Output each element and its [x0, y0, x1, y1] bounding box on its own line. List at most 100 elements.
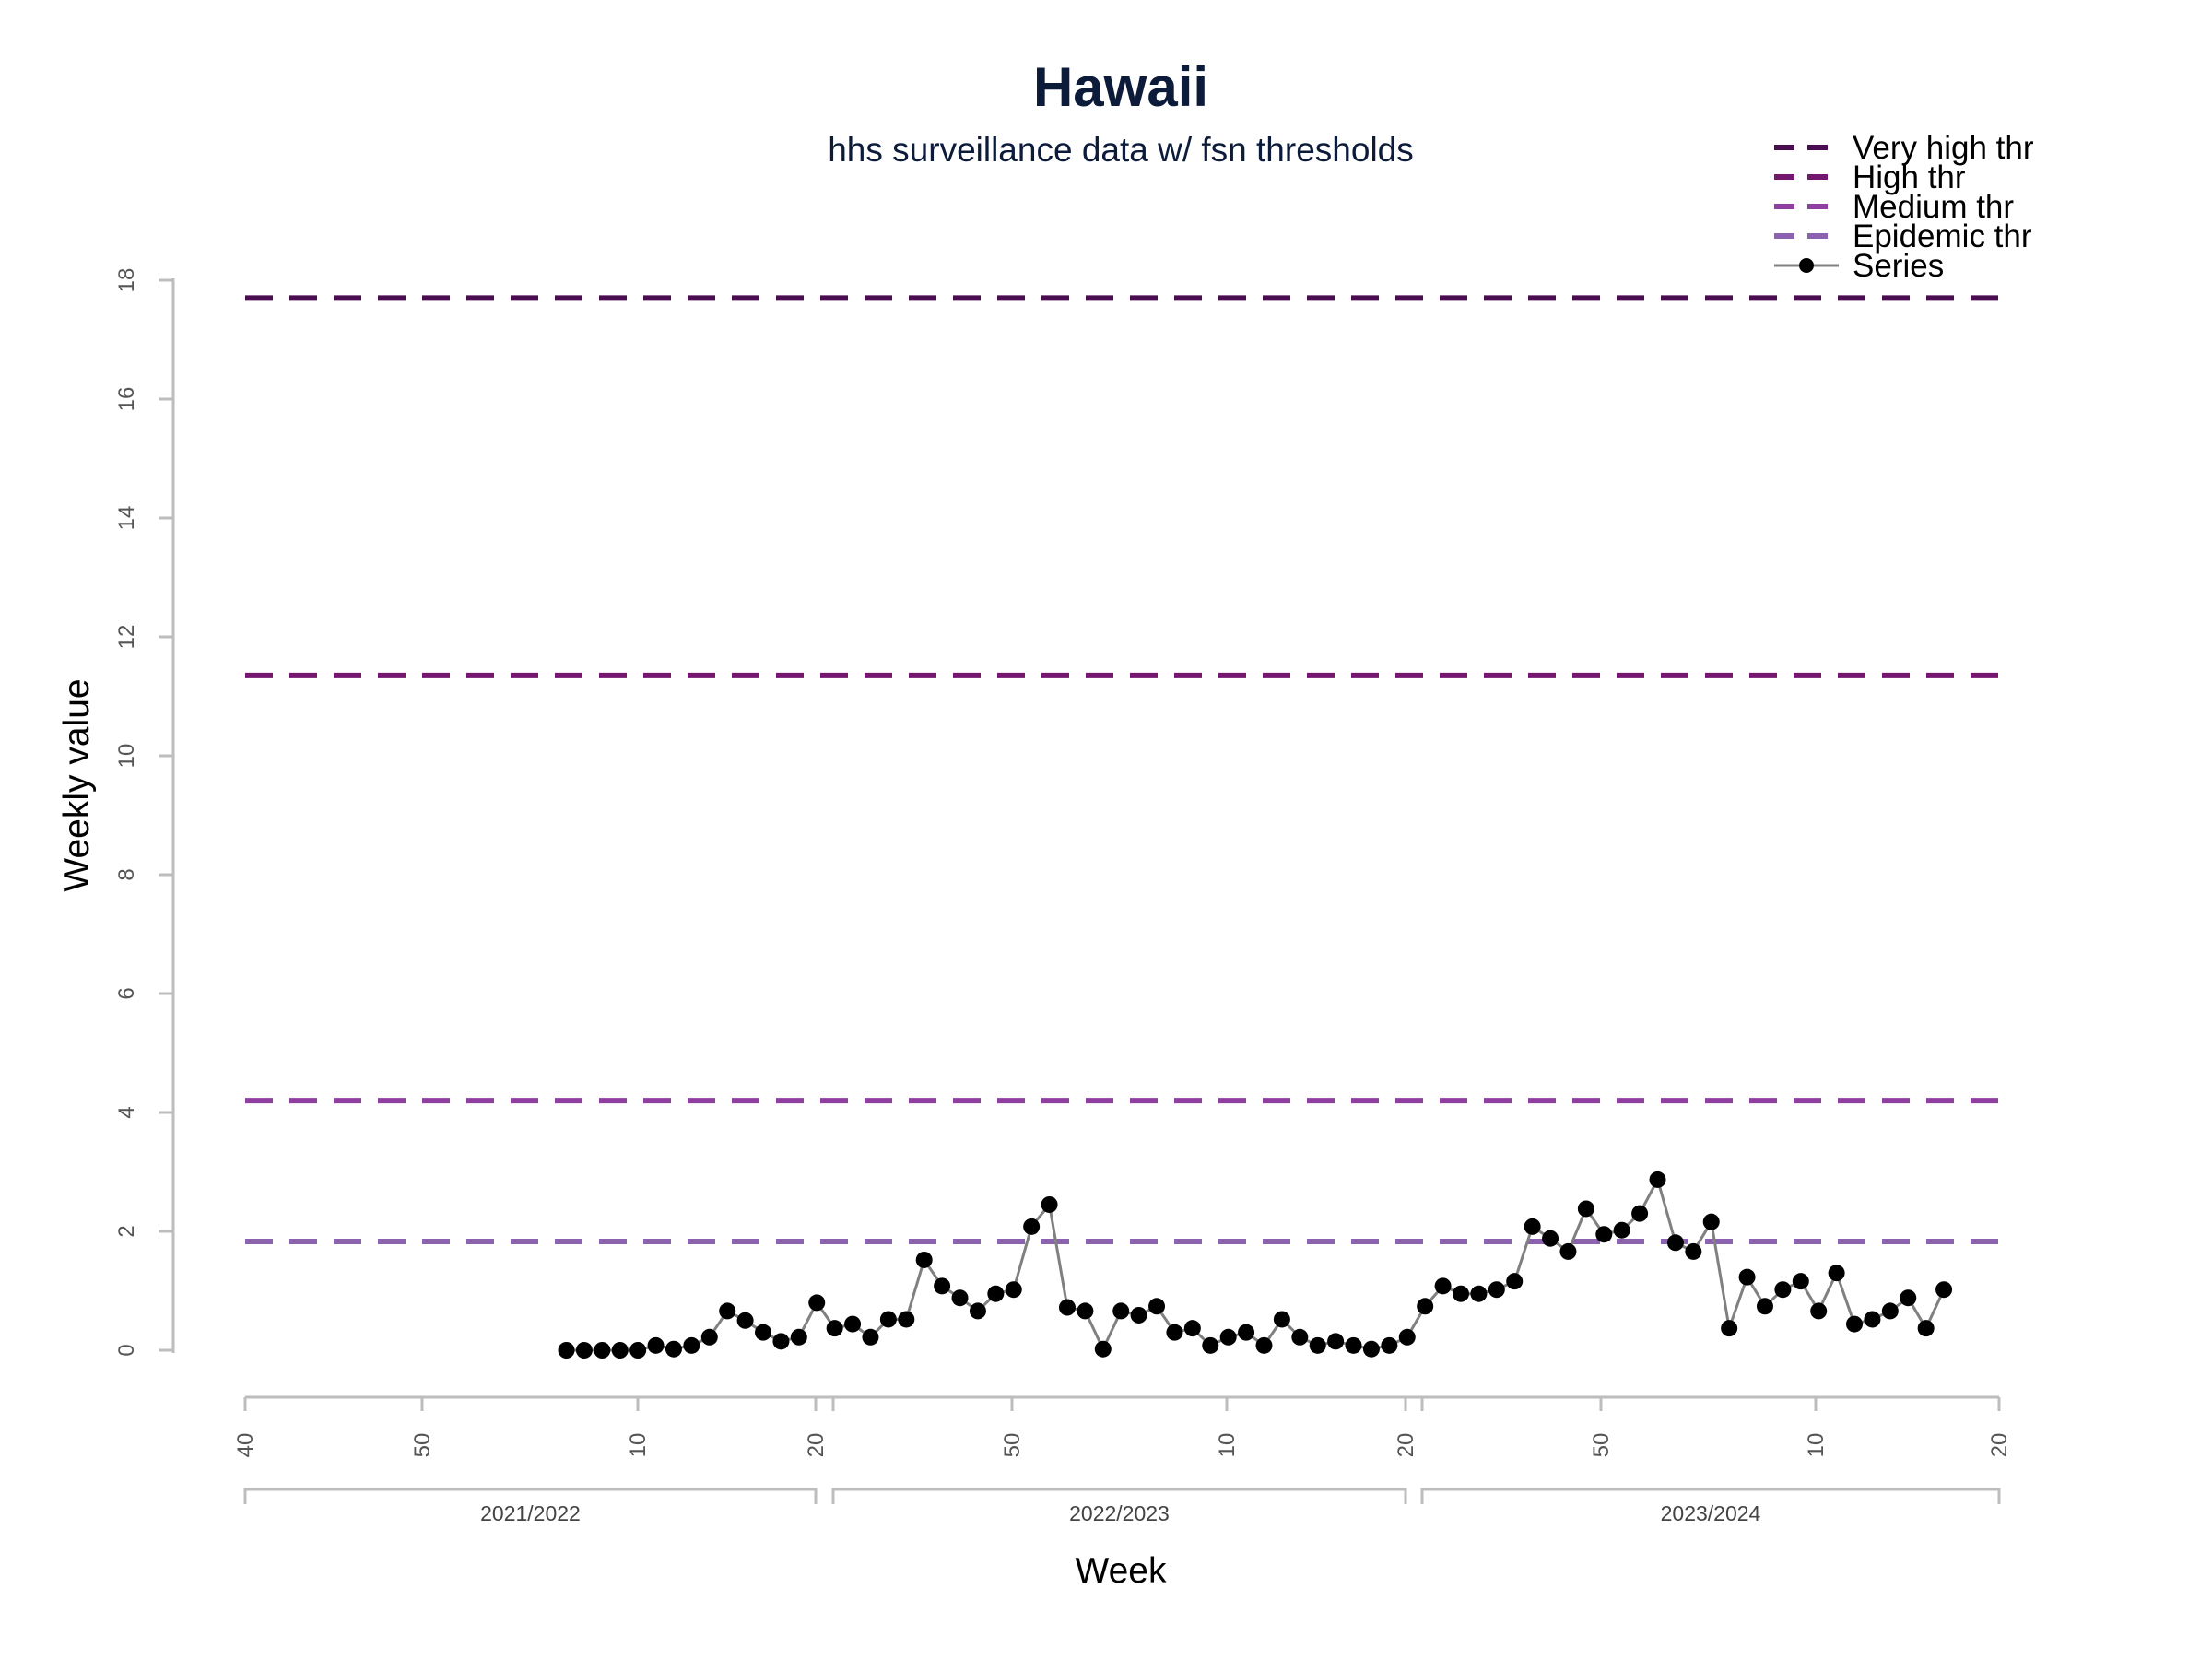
data-point: [772, 1333, 790, 1350]
y-tick-label: 8: [114, 868, 139, 880]
data-point: [1756, 1298, 1773, 1315]
data-point: [898, 1311, 915, 1328]
data-point: [844, 1315, 862, 1333]
data-point: [1434, 1277, 1452, 1295]
season-bracket: [243, 1488, 818, 1504]
data-point: [790, 1328, 807, 1346]
data-point: [1613, 1221, 1630, 1239]
data-point: [700, 1328, 718, 1346]
data-point: [1649, 1171, 1666, 1188]
data-point: [1595, 1226, 1613, 1243]
data-point: [1112, 1302, 1130, 1320]
data-point: [1453, 1285, 1469, 1302]
legend-label: Medium thr: [1853, 189, 2014, 225]
x-tick-label: 50: [1589, 1433, 1614, 1458]
data-point: [1721, 1320, 1738, 1337]
data-point: [594, 1342, 611, 1359]
season-axis: 2021/2022 2022/2023 2023/2024: [243, 1488, 2001, 1525]
data-point: [1792, 1273, 1809, 1290]
data-point: [1774, 1281, 1792, 1299]
x-axis-title: Week: [1076, 1551, 1167, 1591]
season-label: 2021/2022: [480, 1501, 581, 1525]
data-point: [1077, 1302, 1094, 1320]
data-point: [1219, 1328, 1237, 1346]
data-point: [862, 1328, 879, 1346]
x-axis: 40 50 10 20 50 10 20 50 10 20: [233, 1395, 2012, 1458]
y-axis-title: Weekly value: [57, 678, 97, 891]
data-point: [1148, 1298, 1166, 1315]
data-point: [1738, 1268, 1756, 1286]
data-point: [969, 1302, 986, 1320]
data-point: [575, 1342, 593, 1359]
data-point: [915, 1251, 933, 1268]
x-tick-label: 40: [233, 1433, 258, 1458]
y-tick-label: 2: [114, 1225, 139, 1237]
data-point: [1881, 1302, 1899, 1320]
chart-title: Hawaii: [1033, 56, 1208, 118]
legend-label: Very high thr: [1853, 130, 2034, 166]
data-point: [647, 1336, 665, 1354]
data-point: [1345, 1336, 1362, 1354]
y-tick-label: 4: [114, 1106, 139, 1118]
data-point: [934, 1277, 951, 1295]
data-point: [683, 1336, 700, 1354]
data-point: [1488, 1281, 1505, 1299]
season-bracket: [831, 1488, 1407, 1504]
data-point: [1023, 1218, 1041, 1235]
data-point: [1559, 1242, 1577, 1260]
data-point: [1058, 1299, 1076, 1316]
data-point: [1864, 1311, 1881, 1328]
y-axis: 0 2 4 6 8 10 12 14 16 18: [114, 268, 175, 1357]
chart-subtitle: hhs surveillance data w/ fsn thresholds: [828, 131, 1414, 169]
series-layer: [558, 1171, 1953, 1359]
data-point: [1828, 1265, 1845, 1282]
data-point: [1577, 1200, 1594, 1218]
legend-series-marker: [1799, 258, 1814, 273]
data-point: [1362, 1340, 1380, 1358]
data-point: [1291, 1328, 1309, 1346]
data-point: [1238, 1324, 1255, 1341]
y-tick-label: 10: [114, 744, 139, 769]
x-tick-label: 50: [410, 1433, 435, 1458]
data-point: [1846, 1315, 1864, 1333]
legend-label: High thr: [1853, 159, 1966, 195]
data-point: [1327, 1333, 1345, 1350]
data-point: [1041, 1195, 1058, 1213]
y-tick-label: 12: [114, 625, 139, 650]
data-point: [558, 1342, 575, 1359]
y-tick-label: 16: [114, 387, 139, 412]
data-point: [1130, 1306, 1147, 1324]
data-point: [736, 1312, 754, 1329]
data-point: [665, 1340, 682, 1358]
data-point: [808, 1294, 826, 1312]
data-point: [1666, 1234, 1684, 1252]
season-bracket: [1420, 1488, 2001, 1504]
x-tick-label: 20: [1394, 1433, 1418, 1458]
x-tick-label: 20: [1987, 1433, 2012, 1458]
data-point: [987, 1285, 1005, 1302]
data-point: [1094, 1340, 1112, 1358]
data-point: [1183, 1320, 1201, 1337]
data-point: [879, 1311, 897, 1328]
data-point: [611, 1342, 629, 1359]
y-tick-label: 14: [114, 506, 139, 531]
data-point: [1309, 1336, 1326, 1354]
data-point: [1524, 1218, 1541, 1235]
legend-label: Series: [1853, 248, 1944, 284]
data-point: [1005, 1281, 1022, 1299]
data-point: [1166, 1324, 1183, 1341]
x-tick-label: 10: [1215, 1433, 1240, 1458]
y-tick-label: 0: [114, 1344, 139, 1356]
data-point: [1255, 1336, 1273, 1354]
data-point: [1685, 1242, 1702, 1260]
data-point: [951, 1289, 969, 1307]
x-tick-label: 10: [1804, 1433, 1829, 1458]
data-point: [1470, 1285, 1488, 1302]
data-point: [1417, 1298, 1434, 1315]
y-tick-label: 18: [114, 268, 139, 293]
x-tick-label: 10: [626, 1433, 651, 1458]
data-point: [1810, 1302, 1828, 1320]
series-line: [566, 1175, 1946, 1353]
